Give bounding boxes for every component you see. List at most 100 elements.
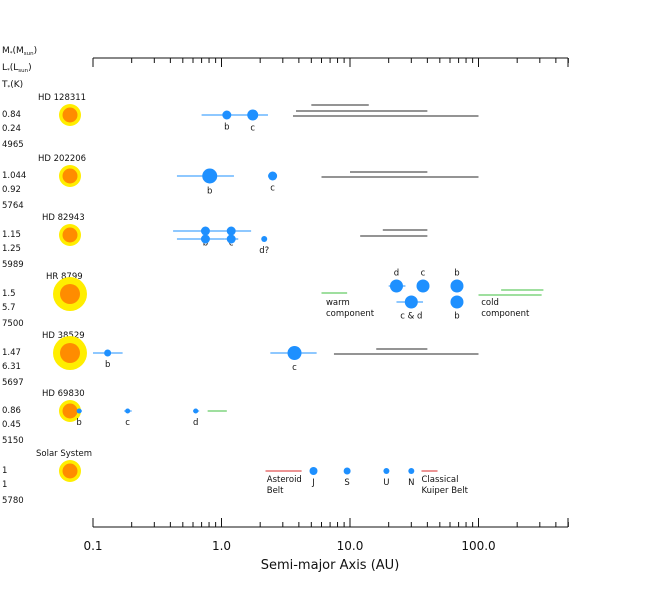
star-luminosity: 0.45 [2,420,21,430]
star-param-label: L*(Lsun) [2,63,32,74]
planet-label: c [250,124,255,134]
star-mass: 0.84 [2,110,21,120]
star-temperature: 5697 [2,378,24,388]
belt-annotation: Kuiper Belt [421,486,468,496]
planet-marker [202,168,218,184]
star-luminosity: 5.7 [2,303,16,313]
star-mass: 1.5 [2,289,16,299]
planet-marker [125,408,131,414]
planet-marker [222,110,232,120]
planet-label: c [229,239,234,249]
planet-marker [450,279,464,293]
star-luminosity: 1 [2,480,7,490]
belt-annotation: Belt [267,486,284,496]
system-hd-128311: HD 128311 0.84 0.24 4965 b c [2,93,479,150]
planet-marker [389,279,403,293]
star-core [62,403,78,419]
star-core [60,343,80,363]
planet-label: c [125,418,130,428]
star-temperature: 7500 [2,319,24,329]
star-temperature: 5150 [2,436,24,446]
x-axis-title: Semi-major Axis (AU) [261,558,400,573]
belt-annotation: component [481,309,530,319]
planet-label: N [408,478,414,488]
belt-annotation: component [326,309,375,319]
planet-marker [76,408,82,414]
system-name: HD 128311 [38,93,86,103]
star-temperature: 4965 [2,140,24,150]
x-tick-label: 10.0 [337,539,364,553]
planet-marker [193,408,199,414]
system-hd-202206: HD 202206 1.044 0.92 5764 b c [2,154,479,211]
star-mass: 1.47 [2,348,21,358]
star-mass: 1 [2,466,7,476]
star-luminosity: 0.92 [2,185,21,195]
planet-label: b [207,187,212,197]
star-core [62,107,78,123]
planet-label: U [383,478,389,488]
planet-marker [247,109,259,121]
planet-label: b [76,418,81,428]
bottom-axis: 0.1 1.0 10.0 100.0 [83,518,569,553]
planet-marker [287,346,302,360]
planet-marker [408,468,415,474]
star-core [62,463,78,479]
system-name: HD 82943 [42,213,85,223]
star-mass: 1.15 [2,230,21,240]
star-core [62,227,78,243]
star-parameter-header: M*(Msun) L*(Lsun) T*(K) [1,46,37,91]
planet-label: d? [259,246,269,256]
planet-marker [343,467,351,475]
belt-annotation: Asteroid [267,475,302,485]
star-param-label: T*(K) [1,80,23,91]
belt-annotation: cold [481,298,499,308]
system-hd-69830: HD 69830 0.86 0.45 5150 b c d [2,389,227,446]
system-name: HR 8799 [46,272,83,282]
star-temperature: 5764 [2,201,24,211]
planet-marker [404,295,418,309]
x-tick-label: 0.1 [83,539,102,553]
planet-marker [104,349,112,357]
planet-label: b [105,360,110,370]
belt-annotation: warm [326,298,350,308]
planet-label: c & d [400,312,422,322]
planet-marker [226,226,236,236]
planet-marker [416,279,430,293]
star-temperature: 5780 [2,496,24,506]
planet-label: b [224,123,229,133]
system-name: HD 202206 [38,154,86,164]
system-name: HD 38529 [42,331,85,341]
planet-label: d [193,418,198,428]
planet-marker [200,226,210,236]
star-luminosity: 0.24 [2,124,21,134]
star-param-label: M*(Msun) [2,46,37,57]
planet-label: c [270,184,275,194]
planet-marker [226,234,236,244]
planet-marker [268,171,278,181]
star-luminosity: 6.31 [2,362,21,372]
planetary-systems: HD 128311 0.84 0.24 4965 b c HD 202206 1.044 0.9… [2,93,544,506]
planet-label: b [454,269,459,279]
planet-label: S [344,478,349,488]
planet-label: c [421,269,426,279]
planet-marker [200,234,210,244]
planet-label: c [292,363,297,373]
star-temperature: 5989 [2,260,24,270]
planet-marker [383,468,390,474]
planet-marker [450,295,464,309]
planet-label: b [454,312,459,322]
star-core [60,284,80,304]
star-core [62,168,78,184]
planet-marker [309,467,318,475]
star-luminosity: 1.25 [2,244,21,254]
star-mass: 0.86 [2,406,21,416]
system-name: Solar System [36,449,92,459]
belt-annotation: Classical [421,475,458,485]
top-axis [92,57,569,67]
x-tick-label: 1.0 [212,539,231,553]
system-hd-38529: HD 38529 1.47 6.31 5697 b c [2,331,479,388]
system-name: HD 69830 [42,389,85,399]
